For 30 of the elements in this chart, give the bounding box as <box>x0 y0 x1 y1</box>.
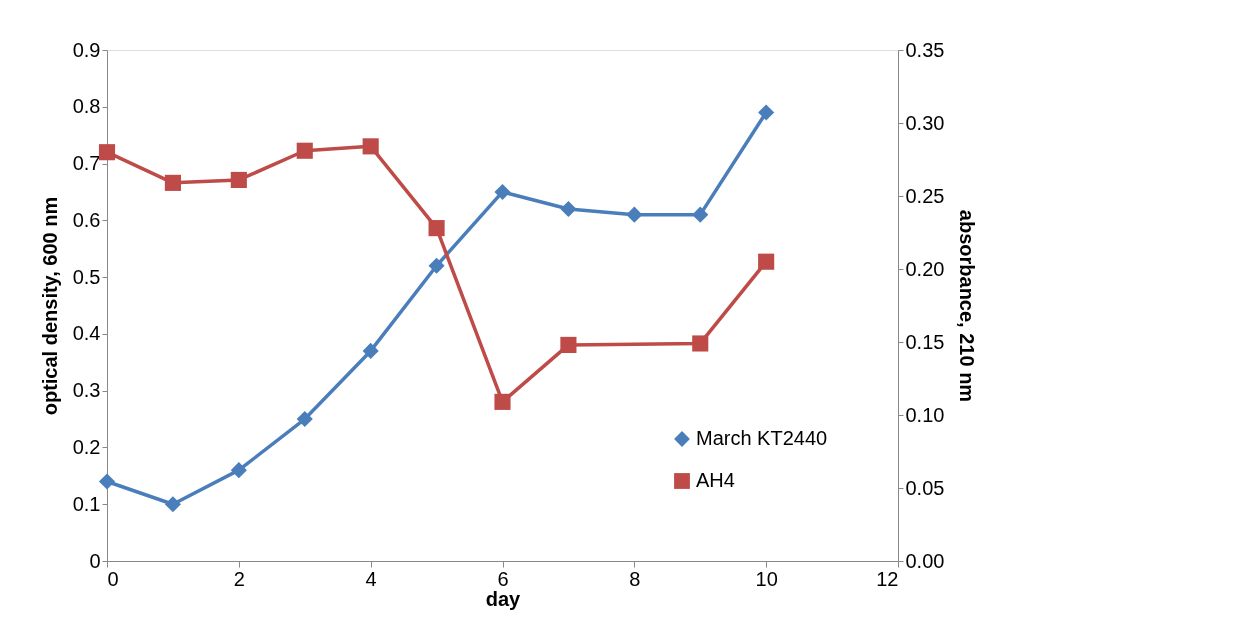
x-tick-label: 10 <box>755 567 778 590</box>
y-tick-label: 0 <box>89 549 101 572</box>
y2-tick-label: 0.00 <box>905 549 945 572</box>
legend-label: AH4 <box>696 469 735 491</box>
x-tick-label: 8 <box>629 567 641 590</box>
y-tick-label: 0.1 <box>72 492 101 515</box>
legend-label: March KT2440 <box>696 427 828 449</box>
x-tick-label: 0 <box>107 567 119 590</box>
y2-tick-label: 0.20 <box>905 257 945 280</box>
y-axis-title: optical density, 600 nm <box>38 196 61 416</box>
y2-tick-label: 0.10 <box>905 403 945 426</box>
x-tick-label: 12 <box>876 567 899 590</box>
y2-tick-label: 0.05 <box>905 476 945 499</box>
y-tick-label: 0.3 <box>72 379 101 402</box>
y-tick-label: 0.2 <box>72 435 101 458</box>
y-tick-label: 0.4 <box>72 322 101 345</box>
y2-tick-label: 0.15 <box>905 330 945 353</box>
y-tick-label: 0.7 <box>72 152 101 175</box>
x-tick-label: 2 <box>233 567 245 590</box>
y2-tick-label: 0.30 <box>905 111 945 134</box>
y-tick-label: 0.9 <box>72 38 101 61</box>
x-axis-title: day <box>485 587 522 610</box>
y-tick-label: 0.5 <box>72 265 101 288</box>
y-tick-label: 0.8 <box>72 95 101 118</box>
x-tick-label: 6 <box>497 567 509 590</box>
x-tick-label: 4 <box>365 567 377 590</box>
y2-axis-title: absorbance, 210 nm <box>956 209 979 403</box>
y-tick-label: 0.6 <box>72 208 101 231</box>
y2-tick-label: 0.35 <box>905 38 945 61</box>
y2-tick-label: 0.25 <box>905 184 945 207</box>
